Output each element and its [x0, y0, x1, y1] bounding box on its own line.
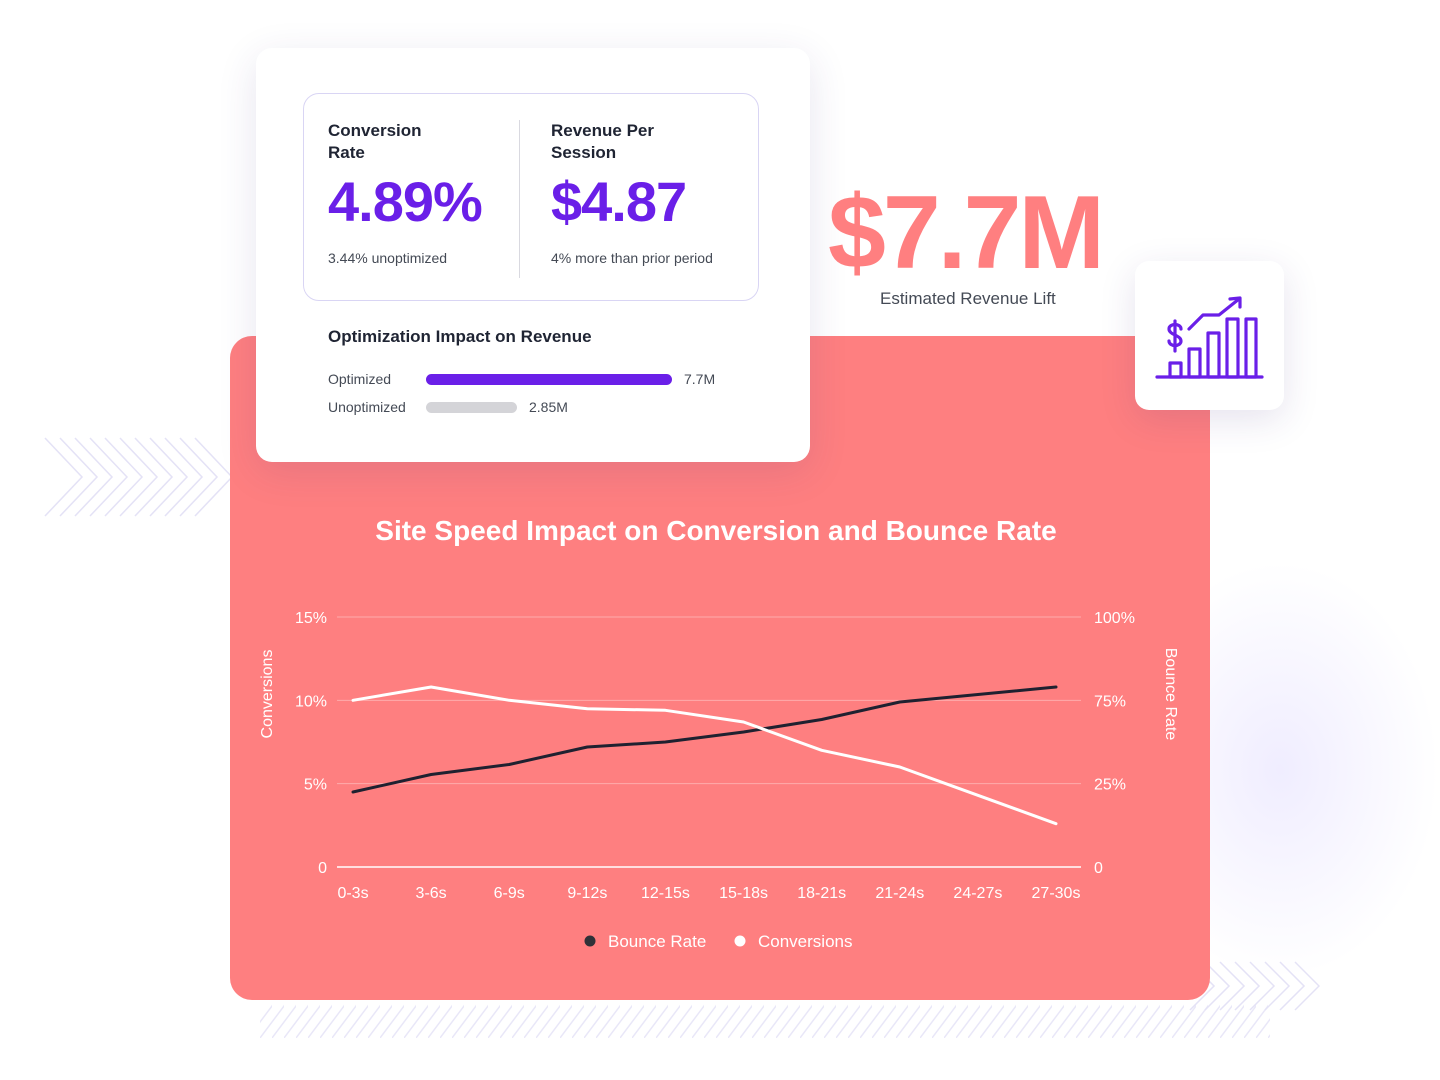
- x-tick-label: 24-27s: [953, 885, 1002, 902]
- impact-bar-optimized: [426, 373, 672, 385]
- chart-ticks: 0 0 5% 25% 10% 75% 15% 100% 0-3s 3-6s 6-9s 9-12s 12-…: [295, 610, 1135, 902]
- chart-series: [351, 685, 1058, 826]
- revenue-lift-label: Estimated Revenue Lift: [880, 289, 1056, 308]
- y-right-tick-label: 25%: [1094, 777, 1126, 794]
- y-left-tick-label: 15%: [295, 610, 327, 627]
- chevron-pattern-right: [1189, 961, 1320, 1011]
- series-line-bounce-rate: [351, 685, 1058, 794]
- metrics-card: Conversion Rate 4.89% 3.44% unoptimized …: [256, 48, 810, 462]
- y-left-tick-label: 0: [318, 860, 327, 877]
- y-right-tick-label: 75%: [1094, 693, 1126, 710]
- impact-label: Optimized: [328, 371, 392, 387]
- x-tick-label: 18-21s: [797, 885, 846, 902]
- impact-row-optimized: Optimized 7.7M: [328, 369, 715, 389]
- conversion-rate-kpi: Conversion Rate 4.89% 3.44% unoptimized: [328, 120, 508, 266]
- impact-value: 7.7M: [684, 371, 716, 387]
- impact-value: 2.85M: [529, 399, 568, 415]
- x-tick-label: 15-18s: [719, 885, 768, 902]
- x-tick-label: 3-6s: [416, 885, 447, 902]
- series-line-conversions: [351, 685, 1058, 826]
- conversion-rate-label: Conversion Rate: [328, 121, 422, 162]
- y-right-axis-label: Bounce Rate: [1162, 648, 1179, 741]
- y-left-axis-label: Conversions: [259, 650, 276, 739]
- chart-legend: Bounce Rate Conversions: [584, 932, 853, 951]
- conversion-rate-sub: 3.44% unoptimized: [328, 250, 448, 266]
- x-tick-label: 12-15s: [641, 885, 690, 902]
- revenue-per-session-value: $4.87: [551, 170, 687, 233]
- y-right-tick-label: 100%: [1094, 610, 1135, 627]
- chart-title: Site Speed Impact on Conversion and Boun…: [375, 515, 1056, 546]
- legend-label: Conversions: [758, 932, 853, 951]
- y-right-tick-label: 0: [1094, 860, 1103, 877]
- revenue-per-session-sub: 4% more than prior period: [551, 250, 713, 266]
- legend-label: Bounce Rate: [608, 932, 706, 951]
- revenue-growth-chart-icon: [1155, 296, 1264, 379]
- impact-row-unoptimized: Unoptimized 2.85M: [328, 397, 568, 417]
- chart-grid: [337, 616, 1081, 868]
- x-tick-label: 6-9s: [494, 885, 525, 902]
- y-left-tick-label: 5%: [304, 777, 327, 794]
- impact-label: Unoptimized: [328, 399, 406, 415]
- x-tick-label: 27-30s: [1032, 885, 1081, 902]
- line-chart: Site Speed Impact on Conversion and Boun…: [259, 515, 1179, 951]
- x-tick-label: 21-24s: [875, 885, 924, 902]
- revenue-lift-value: $7.7M: [828, 175, 1105, 291]
- revenue-per-session-label: Revenue Per Session: [551, 121, 654, 162]
- impact-bar-unoptimized: [426, 401, 517, 413]
- icon-card: [1135, 261, 1284, 410]
- kpi-box: Conversion Rate 4.89% 3.44% unoptimized …: [303, 93, 759, 301]
- revenue-per-session-kpi: Revenue Per Session $4.87 4% more than p…: [551, 120, 751, 266]
- impact-title: Optimization Impact on Revenue: [328, 327, 592, 346]
- x-tick-label: 0-3s: [337, 885, 368, 902]
- chart-panel: Site Speed Impact on Conversion and Boun…: [230, 336, 1210, 1000]
- y-left-tick-label: 10%: [295, 693, 327, 710]
- legend-marker: [584, 935, 596, 947]
- x-tick-label: 9-12s: [567, 885, 607, 902]
- legend-marker: [734, 935, 746, 947]
- conversion-rate-value: 4.89%: [328, 170, 483, 233]
- kpi-divider: [519, 120, 520, 278]
- chevron-pattern-left: [44, 437, 234, 517]
